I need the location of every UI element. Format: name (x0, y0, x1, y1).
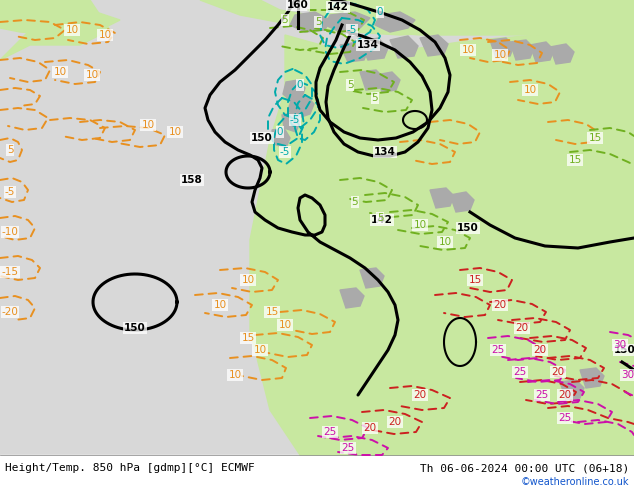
Text: 10: 10 (462, 45, 475, 55)
Text: 150: 150 (457, 223, 479, 233)
Polygon shape (420, 35, 448, 56)
Text: -5: -5 (290, 115, 300, 125)
Text: 15: 15 (588, 133, 602, 143)
Text: 20: 20 (533, 345, 547, 355)
Text: -5: -5 (280, 147, 290, 157)
Text: 142: 142 (371, 215, 393, 225)
Polygon shape (430, 188, 454, 208)
Polygon shape (288, 95, 314, 118)
Text: 10: 10 (53, 67, 67, 77)
Text: 20: 20 (363, 423, 377, 433)
Text: 5: 5 (7, 145, 13, 155)
Polygon shape (375, 12, 415, 32)
Polygon shape (0, 0, 110, 60)
Text: 30: 30 (621, 370, 634, 380)
Text: Height/Temp. 850 hPa [gdmp][°C] ECMWF: Height/Temp. 850 hPa [gdmp][°C] ECMWF (5, 463, 255, 473)
Polygon shape (272, 128, 290, 148)
Text: 15: 15 (568, 155, 581, 165)
Polygon shape (360, 268, 384, 288)
Text: 5: 5 (347, 80, 353, 90)
Text: 0: 0 (277, 127, 283, 137)
Text: 25: 25 (559, 413, 572, 423)
Text: 10: 10 (98, 30, 112, 40)
Text: ©weatheronline.co.uk: ©weatheronline.co.uk (521, 477, 629, 487)
Text: 15: 15 (469, 275, 482, 285)
Text: -5: -5 (5, 187, 15, 197)
Text: 10: 10 (141, 120, 155, 130)
Text: 10: 10 (524, 85, 536, 95)
Text: 10: 10 (86, 70, 98, 80)
Polygon shape (360, 70, 384, 90)
Text: 15: 15 (242, 333, 255, 343)
Polygon shape (283, 80, 305, 102)
Polygon shape (340, 42, 368, 62)
Text: -20: -20 (1, 307, 18, 317)
Text: 10: 10 (413, 220, 427, 230)
Text: 20: 20 (413, 390, 427, 400)
Polygon shape (360, 38, 388, 60)
Text: 10: 10 (65, 25, 79, 35)
Polygon shape (560, 380, 584, 400)
Polygon shape (510, 40, 534, 60)
Polygon shape (390, 36, 418, 58)
Text: -15: -15 (1, 267, 18, 277)
Text: 158: 158 (181, 175, 203, 185)
Text: 5: 5 (377, 213, 384, 223)
Text: 25: 25 (323, 427, 337, 437)
Polygon shape (340, 288, 364, 308)
Text: 0: 0 (297, 80, 303, 90)
Text: 10: 10 (254, 345, 266, 355)
Text: 5: 5 (314, 17, 321, 27)
Text: 5: 5 (372, 93, 378, 103)
Text: 10: 10 (242, 275, 255, 285)
Polygon shape (250, 28, 634, 455)
Polygon shape (0, 455, 634, 490)
Text: 160: 160 (287, 0, 309, 10)
Text: 150: 150 (251, 133, 273, 143)
Text: 15: 15 (266, 307, 278, 317)
Text: 10: 10 (228, 370, 242, 380)
Polygon shape (310, 0, 634, 35)
Text: 10: 10 (439, 237, 451, 247)
Text: 25: 25 (491, 345, 505, 355)
Polygon shape (282, 112, 300, 132)
Text: 25: 25 (514, 367, 527, 377)
Text: 10: 10 (278, 320, 292, 330)
Polygon shape (376, 72, 400, 92)
Text: 0: 0 (377, 7, 383, 17)
Text: 150: 150 (124, 323, 146, 333)
Polygon shape (450, 192, 474, 212)
Polygon shape (530, 42, 554, 62)
Polygon shape (550, 44, 574, 64)
Text: 20: 20 (389, 417, 401, 427)
Polygon shape (0, 0, 634, 455)
Text: 10: 10 (214, 300, 226, 310)
Text: 134: 134 (374, 147, 396, 157)
Text: 5: 5 (352, 197, 358, 207)
Text: 134: 134 (357, 40, 379, 50)
Text: 25: 25 (341, 443, 354, 453)
Text: 10: 10 (169, 127, 181, 137)
Text: 20: 20 (559, 390, 572, 400)
Text: 20: 20 (515, 323, 529, 333)
Text: 25: 25 (535, 390, 548, 400)
Polygon shape (200, 0, 634, 35)
Polygon shape (325, 12, 370, 32)
Text: 10: 10 (493, 50, 507, 60)
Polygon shape (490, 38, 514, 58)
Text: 20: 20 (552, 367, 564, 377)
Text: 20: 20 (493, 300, 507, 310)
Text: 150: 150 (614, 345, 634, 355)
Polygon shape (0, 0, 120, 35)
Text: 30: 30 (614, 340, 626, 350)
Text: -5: -5 (347, 25, 357, 35)
Polygon shape (580, 368, 604, 388)
Polygon shape (290, 12, 330, 32)
Text: -10: -10 (1, 227, 18, 237)
Text: 5: 5 (281, 15, 288, 25)
Text: 142: 142 (327, 2, 349, 12)
Text: Th 06-06-2024 00:00 UTC (06+18): Th 06-06-2024 00:00 UTC (06+18) (420, 463, 629, 473)
